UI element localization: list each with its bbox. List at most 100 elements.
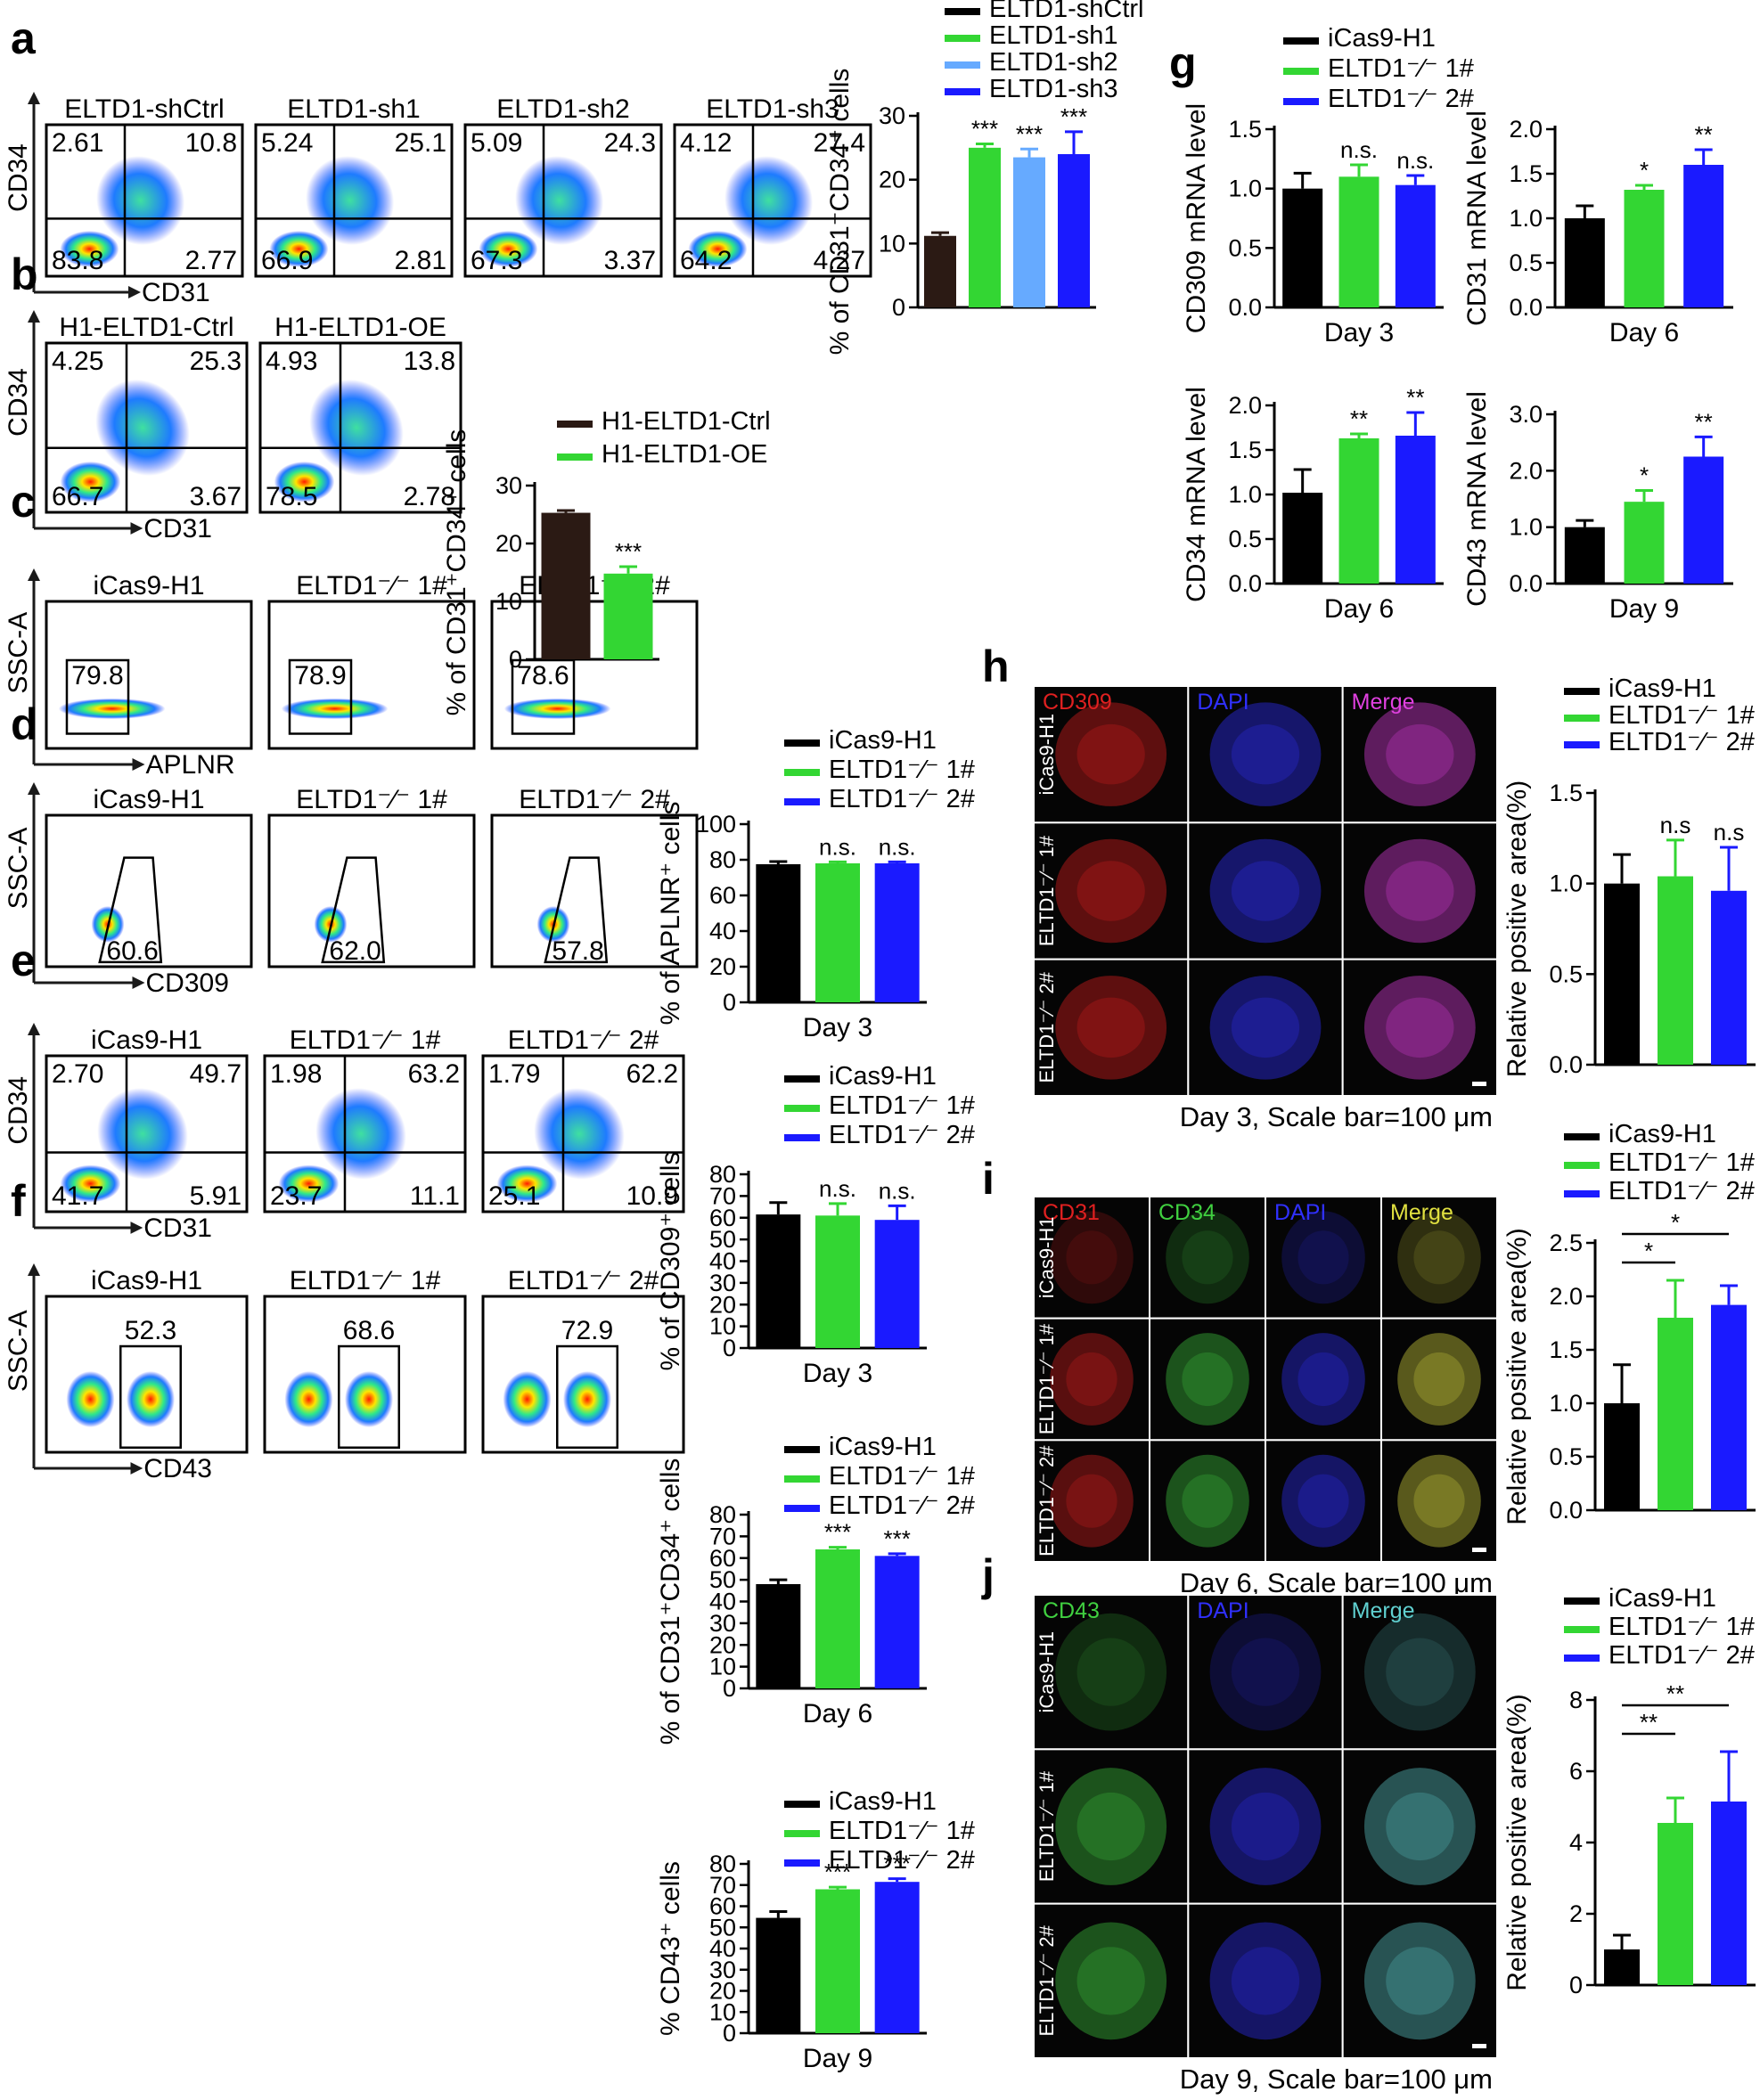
cell-population — [60, 1164, 121, 1203]
legend-swatch — [1283, 68, 1319, 75]
quadrant-value: 11.1 — [410, 1181, 460, 1211]
significance-label: *** — [971, 116, 998, 143]
significance-label: n.s. — [1396, 147, 1434, 174]
tile-background — [1342, 686, 1497, 823]
cell-population — [315, 1088, 406, 1180]
y-tick-label: 1.0 — [1228, 481, 1262, 508]
legend-swatch — [1564, 688, 1600, 695]
y-tick-label: 0 — [509, 646, 522, 673]
bar — [815, 1215, 860, 1348]
fluorescence-signal — [1297, 1474, 1349, 1528]
micrograph-tile: DAPI — [1265, 1196, 1382, 1320]
cell-population — [479, 231, 538, 267]
bar — [1604, 1949, 1640, 1985]
x-axis-label: Day 6 — [1609, 318, 1679, 347]
plot-title: ELTD1⁻⁄⁻ 1# — [296, 785, 447, 814]
plot-title: iCas9-H1 — [93, 785, 204, 814]
micrograph-tile: CD43 — [1033, 1594, 1190, 1751]
micrograph-tile: Merge — [1380, 1196, 1498, 1320]
legend-swatch — [784, 1475, 820, 1483]
significance-label: n.s — [1714, 819, 1745, 846]
y-tick-label: 80 — [709, 1501, 736, 1528]
fluorescence-signal — [1209, 1768, 1322, 1885]
fluorescence-signal — [1281, 1333, 1365, 1426]
cell-population — [496, 1164, 558, 1203]
micrograph-tile — [1033, 1902, 1190, 2060]
significance-label: ** — [1640, 1709, 1658, 1736]
tile-border — [1341, 1902, 1498, 2060]
quadrant-value: 2.81 — [395, 246, 446, 275]
y-tick-label: 30 — [709, 1270, 736, 1296]
significance-label: * — [1644, 1238, 1653, 1264]
legend-swatch — [784, 1134, 820, 1141]
fluorescence-signal — [1231, 1638, 1300, 1706]
legend-label: ELTD1⁻⁄⁻ 2# — [1609, 728, 1755, 756]
flow-plot: ELTD1-sh1 5.24 25.1 66.9 2.81 — [254, 94, 454, 278]
flow-plot: iCas9-H1 2.70 49.7 41.7 5.91 — [45, 1025, 249, 1213]
y-tick-label: 10 — [879, 230, 905, 257]
quadrant-value: 3.67 — [190, 482, 241, 511]
y-tick-label: 6 — [1569, 1758, 1583, 1785]
y-tick-label: 70 — [709, 1872, 736, 1899]
row-label: iCas9-H1 — [1036, 1631, 1058, 1713]
quadrant-value: 63.2 — [408, 1059, 460, 1089]
significance-label: * — [1671, 1209, 1680, 1236]
bar — [1604, 883, 1640, 1065]
plot-frame — [45, 341, 249, 514]
plot-frame — [490, 600, 699, 750]
panel-letter: c — [11, 477, 36, 527]
legend-entry: iCas9-H1 — [784, 1433, 937, 1461]
legend-label: H1-ELTD1-Ctrl — [602, 407, 771, 436]
plot-title: ELTD1⁻⁄⁻ 1# — [290, 1266, 441, 1295]
panel-letter: h — [982, 641, 1010, 691]
gate — [556, 1344, 618, 1449]
panel-a: a ELTD1-shCtrl 2.61 10.8 83.8 2.77 ELTD1-sh1 5.… — [4, 13, 872, 307]
fluorescence-signal — [1050, 1454, 1134, 1548]
y-tick-label: 0 — [1569, 1972, 1583, 1998]
micrograph-i: i CD31 CD34 DAPI Merge iCas9-H1 ELTD1⁻⁄⁻ 1# ELT… — [982, 1154, 1498, 1598]
legend-swatch — [1564, 741, 1600, 748]
bar — [1338, 176, 1379, 307]
x-axis-label: CD31 — [143, 514, 212, 543]
y-tick-label: 0.0 — [1228, 294, 1262, 321]
fluorescence-signal — [1066, 1352, 1117, 1407]
significance-label: ** — [1406, 384, 1424, 411]
flow-plot: ELTD1⁻⁄⁻ 2# 57.8 — [490, 785, 699, 968]
gate-value: 57.8 — [552, 936, 603, 966]
significance-label: ** — [1695, 408, 1713, 435]
legend-swatch — [945, 8, 980, 15]
y-tick-label: 2.0 — [1228, 392, 1262, 419]
quadrant-value: 67.3 — [471, 246, 522, 275]
legend-label: ELTD1⁻⁄⁻ 1# — [1609, 701, 1755, 730]
quadrant-value: 2.70 — [52, 1059, 103, 1089]
scale-bar — [1472, 1548, 1486, 1552]
y-tick-label: 1.5 — [1549, 780, 1583, 806]
y-tick-label: 40 — [709, 1248, 736, 1275]
bar — [1564, 527, 1605, 584]
y-tick-label: 60 — [709, 1893, 736, 1920]
quadrant-value: 25.3 — [190, 347, 241, 376]
scale-bar — [1472, 2044, 1486, 2048]
legend-label: iCas9-H1 — [829, 1062, 937, 1091]
bar-chart-b-bar: 0 10 20 30 % of CD31⁺CD34⁺ cells *** — [442, 429, 659, 715]
legend-entry: ELTD1⁻⁄⁻ 1# — [784, 1817, 975, 1845]
plot-frame — [481, 1295, 685, 1454]
legend-entry: iCas9-H1 — [784, 726, 937, 755]
legend-entry: ELTD1⁻⁄⁻ 1# — [1564, 701, 1755, 730]
fluorescence-signal — [1055, 838, 1167, 944]
plot-title: ELTD1⁻⁄⁻ 2# — [508, 1025, 659, 1055]
gate-value: 68.6 — [343, 1316, 395, 1345]
flow-plot: H1-ELTD1-Ctrl 4.25 25.3 66.7 3.67 — [45, 313, 249, 514]
legend-entry: ELTD1-sh2 — [945, 48, 1118, 77]
significance-label: *** — [1060, 103, 1087, 130]
gate-value: 78.6 — [517, 661, 569, 690]
tile-background — [1188, 822, 1343, 960]
tile-background — [1034, 1440, 1150, 1562]
y-tick-label: 80 — [709, 1161, 736, 1188]
legend-swatch — [784, 1105, 820, 1112]
panel-letter: g — [1169, 38, 1197, 88]
channel-label: CD34 — [1158, 1200, 1216, 1225]
plot-frame — [263, 1054, 467, 1213]
fluorescence-signal — [1209, 1613, 1322, 1731]
